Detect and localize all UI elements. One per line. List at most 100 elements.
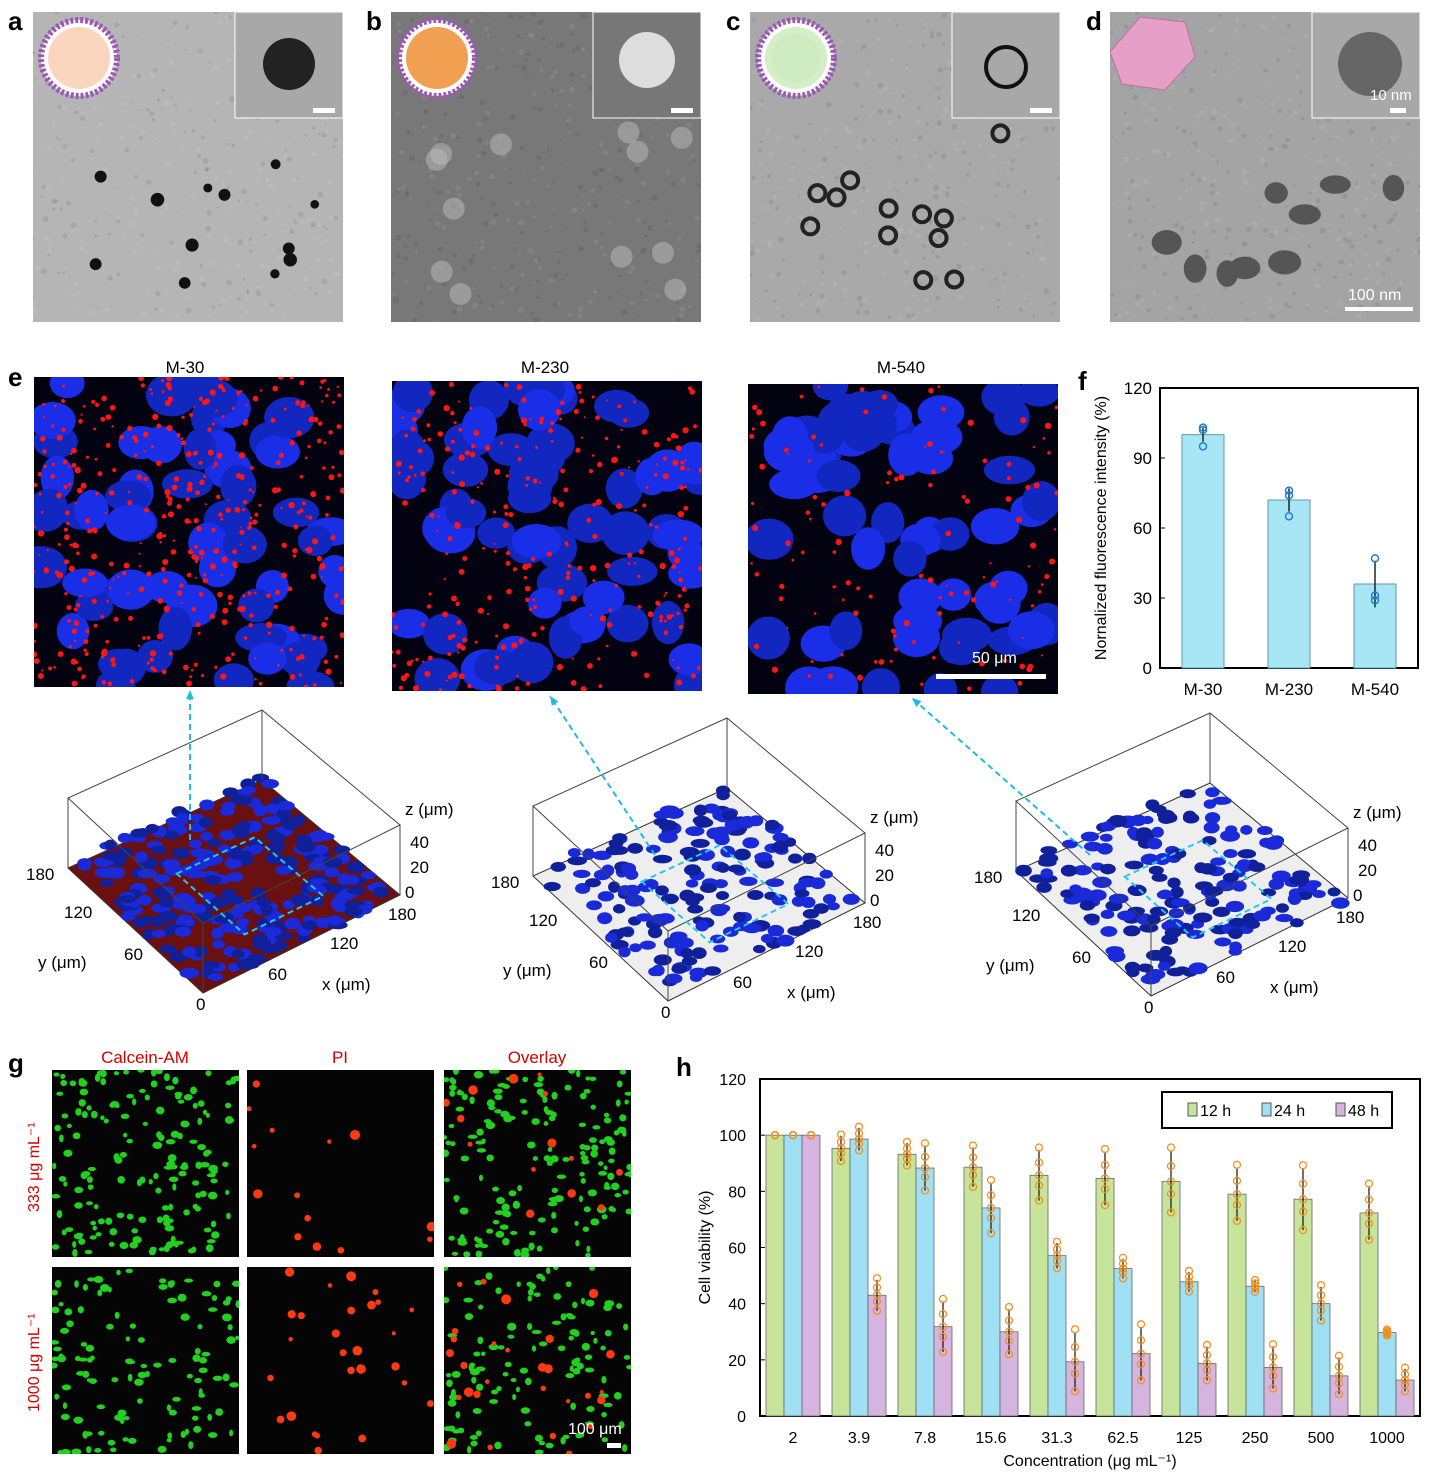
- nanoparticle-signal: [227, 499, 230, 502]
- live-cell: [172, 1183, 177, 1191]
- data-point: [1284, 486, 1294, 495]
- nanoparticle-signal: [197, 631, 201, 635]
- noise: [61, 176, 66, 181]
- nanoparticle-signal: [133, 438, 139, 444]
- data-point: [1298, 1161, 1308, 1170]
- cell-nucleus: [660, 894, 679, 904]
- noise: [881, 272, 886, 277]
- noise: [1262, 227, 1269, 233]
- live-cell: [109, 1228, 118, 1236]
- noise: [1190, 142, 1195, 147]
- nanoparticle-signal: [1030, 542, 1037, 549]
- cell-nucleus: [142, 928, 156, 941]
- noise: [756, 247, 762, 254]
- noise: [608, 119, 611, 123]
- noise: [487, 22, 490, 25]
- live-cell: [565, 1281, 572, 1288]
- noise: [139, 108, 143, 112]
- live-cell: [87, 1277, 95, 1282]
- noise: [1192, 313, 1198, 319]
- nanoparticle-signal: [492, 510, 497, 514]
- noise: [67, 142, 71, 146]
- noise: [133, 174, 139, 180]
- noise: [33, 295, 35, 300]
- cell-nucleus: [1266, 836, 1284, 848]
- noise: [1199, 201, 1204, 206]
- noise: [524, 201, 527, 204]
- nanoparticle-signal: [162, 534, 167, 538]
- arrow-head-icon: [186, 690, 194, 700]
- noise: [255, 290, 262, 297]
- noise: [1036, 217, 1042, 223]
- nanoparticle-signal: [248, 622, 253, 628]
- noise: [898, 228, 901, 231]
- nanoparticle-signal: [859, 387, 865, 392]
- nucleus: [763, 430, 815, 473]
- noise: [896, 24, 900, 28]
- nanoparticle-signal: [480, 482, 483, 485]
- noise: [995, 217, 1000, 222]
- live-cell: [460, 1155, 470, 1162]
- noise: [855, 309, 861, 315]
- data-point: [1370, 591, 1380, 600]
- live-cell: [192, 1415, 199, 1421]
- noise: [130, 123, 136, 129]
- noise: [519, 145, 525, 151]
- nanoparticle-signal: [523, 423, 527, 427]
- cell-nucleus: [706, 827, 723, 840]
- inset-scale-bar: [1030, 108, 1052, 113]
- noise: [173, 103, 178, 108]
- noise: [908, 228, 914, 234]
- nanoparticle-signal: [932, 655, 936, 660]
- noise: [263, 233, 266, 237]
- noise: [246, 288, 250, 292]
- nanoparticle-signal: [487, 595, 492, 600]
- live-cell: [119, 1241, 129, 1250]
- live-cell: [227, 1324, 233, 1331]
- noise: [896, 155, 903, 161]
- live-cell: [590, 1218, 600, 1226]
- noise: [639, 292, 643, 296]
- noise: [1133, 232, 1138, 237]
- nanoparticle-signal: [155, 460, 162, 466]
- bar-12h-31.3: [1029, 1174, 1049, 1417]
- noise: [1284, 204, 1288, 208]
- live-cell: [531, 1329, 542, 1335]
- noise: [1135, 211, 1138, 214]
- noise: [859, 182, 862, 185]
- noise: [678, 312, 684, 318]
- noise: [1371, 180, 1376, 185]
- cell-nucleus: [629, 943, 642, 953]
- live-cell: [213, 1280, 221, 1288]
- dead-cell: [547, 1138, 557, 1148]
- nanoparticle-signal: [655, 463, 658, 466]
- noise: [526, 200, 531, 206]
- noise: [1346, 120, 1350, 124]
- image-background: [247, 1267, 434, 1454]
- live-cell: [569, 1365, 574, 1372]
- dead-cell: [508, 1073, 519, 1084]
- noise: [282, 312, 285, 316]
- nanoparticle-signal: [678, 577, 684, 583]
- live-cell: [578, 1195, 584, 1203]
- noise: [1179, 225, 1185, 231]
- noise: [777, 187, 781, 191]
- noise: [1392, 200, 1397, 205]
- noise: [1391, 161, 1396, 165]
- live-cell: [166, 1437, 172, 1443]
- live-cell: [123, 1070, 130, 1075]
- noise: [1056, 161, 1060, 165]
- nanoparticle-signal: [194, 490, 201, 496]
- nanoparticle-signal: [93, 623, 98, 628]
- noise: [864, 309, 870, 316]
- live-cell: [190, 1086, 197, 1095]
- noise: [1390, 150, 1393, 154]
- noise: [129, 220, 136, 227]
- nanoparticle-signal: [171, 484, 178, 491]
- live-cell: [450, 1078, 457, 1085]
- live-cell: [138, 1216, 147, 1223]
- data-point: [1034, 1181, 1044, 1190]
- data-point: [1364, 1235, 1374, 1244]
- noise: [165, 160, 172, 166]
- nanoparticle-signal: [81, 674, 86, 679]
